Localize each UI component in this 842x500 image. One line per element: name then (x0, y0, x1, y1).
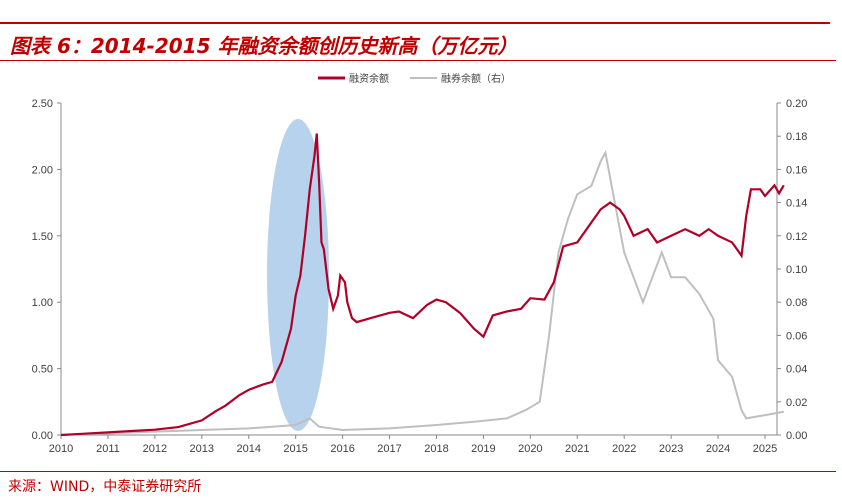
x-tick-label: 2024 (706, 443, 730, 455)
bottom-rule (0, 471, 836, 472)
y-right-tick-label: 0.14 (786, 198, 807, 210)
y-left-tick-label: 1.50 (32, 231, 53, 243)
y-left-tick-label: 1.00 (32, 297, 53, 309)
y-right-tick-label: 0.04 (786, 364, 807, 376)
x-tick-label: 2014 (236, 443, 260, 455)
x-tick-label: 2017 (377, 443, 401, 455)
x-tick-label: 2015 (283, 443, 307, 455)
y-left-tick-label: 2.00 (32, 164, 53, 176)
y-right-tick-label: 0.08 (786, 297, 807, 309)
legend-label-financing: 融资余额 (349, 72, 389, 85)
x-tick-label: 2010 (49, 443, 73, 455)
series-line-financing (60, 133, 785, 437)
y-right-tick-label: 0.12 (786, 231, 807, 243)
x-tick-label: 2020 (518, 443, 542, 455)
figure-title: 图表 6：2014-2015 年融资余额创历史新高（万亿元） (10, 34, 518, 58)
x-tick-label: 2013 (190, 443, 214, 455)
y-right-tick-label: 0.06 (786, 330, 807, 342)
y-right-tick-label: 0.02 (786, 397, 807, 409)
legend: 融资余额 融券余额（右） (318, 72, 511, 85)
x-tick-label: 2011 (96, 443, 120, 455)
x-tick-label: 2016 (330, 443, 354, 455)
x-tick-label: 2022 (612, 443, 636, 455)
y-left-tick-label: 0.00 (32, 430, 53, 442)
chart: 0.00 0.50 1.00 1.50 2.00 2.50 0.00 0.02 0.04 0.06… (32, 72, 808, 455)
x-tick-label: 2025 (753, 443, 777, 455)
x-tick-label: 2023 (659, 443, 683, 455)
y-right-tick-label: 0.10 (786, 264, 807, 276)
y-left-tick-label: 0.50 (32, 364, 53, 376)
y-right-tick-label: 0.18 (786, 131, 807, 143)
y-right-tick-label: 0.00 (786, 430, 807, 442)
y-right-tick-label: 0.16 (786, 164, 807, 176)
source-note: 来源：WIND，中泰证券研究所 (8, 479, 202, 495)
x-tick-label: 2018 (424, 443, 448, 455)
x-tick-label: 2021 (565, 443, 589, 455)
title-rule (0, 60, 836, 61)
x-tick-label: 2012 (143, 443, 167, 455)
y-right-tick-label: 0.20 (786, 98, 807, 110)
highlight-ellipse (267, 119, 330, 431)
legend-label-lending: 融券余额（右） (441, 72, 511, 85)
y-left-tick-label: 2.50 (32, 98, 53, 110)
top-rule (0, 22, 830, 24)
series-line-lending (60, 149, 784, 436)
x-tick-label: 2019 (471, 443, 495, 455)
